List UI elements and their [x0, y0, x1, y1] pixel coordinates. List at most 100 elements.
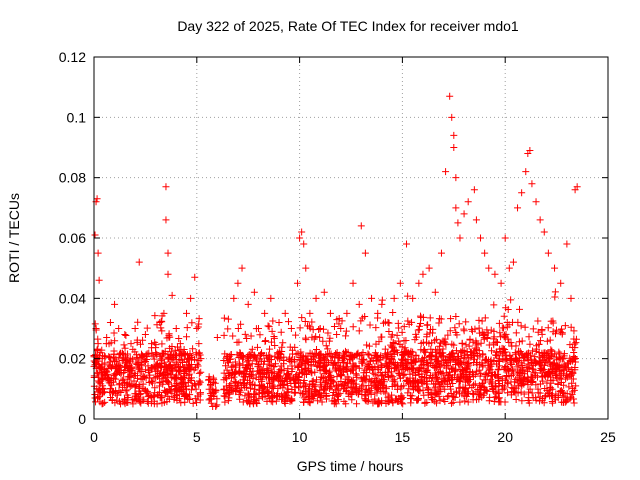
data-point — [281, 398, 289, 406]
data-point — [340, 384, 348, 392]
data-point — [511, 355, 519, 363]
data-point — [91, 231, 99, 239]
data-point — [482, 355, 490, 363]
data-point — [234, 324, 242, 332]
data-point — [205, 396, 213, 404]
data-point — [532, 347, 540, 355]
data-point — [322, 351, 330, 359]
data-point — [175, 334, 183, 342]
data-point — [290, 374, 298, 382]
data-point — [300, 394, 308, 402]
data-point — [492, 393, 500, 401]
data-point — [521, 373, 529, 381]
data-point — [299, 398, 307, 406]
data-point — [437, 351, 445, 359]
data-point — [268, 327, 276, 335]
data-point — [456, 390, 464, 398]
data-point — [569, 384, 577, 392]
data-point — [536, 397, 544, 405]
data-point — [316, 392, 324, 400]
data-point — [213, 334, 221, 342]
data-point — [501, 234, 509, 242]
data-point — [389, 377, 397, 385]
data-point — [220, 331, 228, 339]
data-point — [264, 322, 272, 330]
data-point — [532, 198, 540, 206]
x-tick-label: 25 — [600, 429, 616, 445]
data-point — [436, 397, 444, 405]
data-point — [510, 378, 518, 386]
data-points — [90, 92, 581, 411]
data-point — [107, 393, 115, 401]
data-point — [478, 393, 486, 401]
data-point — [488, 378, 496, 386]
data-point — [514, 379, 522, 387]
data-point — [540, 366, 548, 374]
data-point — [532, 381, 540, 389]
data-point — [185, 354, 193, 362]
data-point — [423, 321, 431, 329]
data-point — [424, 362, 432, 370]
data-point — [289, 350, 297, 358]
data-point — [569, 375, 577, 383]
data-point — [414, 326, 422, 334]
data-point — [446, 354, 454, 362]
data-point — [554, 362, 562, 370]
data-point — [475, 316, 483, 324]
data-point — [567, 393, 575, 401]
data-point — [502, 363, 510, 371]
data-point — [117, 349, 125, 357]
data-point — [94, 249, 102, 257]
data-point — [99, 375, 107, 382]
data-point — [463, 377, 471, 385]
data-point — [393, 331, 401, 339]
data-point — [291, 343, 299, 351]
data-point — [432, 364, 440, 372]
data-point — [121, 379, 129, 387]
data-point — [384, 364, 392, 372]
data-point — [341, 380, 349, 388]
data-point — [340, 354, 348, 362]
data-point — [299, 390, 307, 398]
data-point — [431, 369, 439, 377]
data-point — [544, 324, 552, 332]
data-point — [102, 367, 110, 375]
data-point — [462, 341, 470, 349]
data-point — [241, 383, 249, 391]
data-point — [417, 320, 425, 328]
data-point — [125, 373, 133, 381]
data-point — [308, 318, 316, 326]
data-point — [121, 366, 129, 374]
data-point — [360, 374, 368, 382]
data-point — [497, 333, 505, 341]
data-point — [504, 306, 512, 314]
data-point — [295, 373, 303, 381]
data-point — [229, 362, 237, 370]
data-point — [304, 322, 312, 330]
data-point — [113, 364, 121, 372]
data-point — [397, 359, 405, 367]
data-point — [549, 399, 557, 407]
data-point — [454, 374, 462, 382]
data-point — [224, 388, 232, 396]
data-point — [127, 364, 135, 372]
data-point — [464, 398, 472, 406]
data-point — [562, 397, 570, 405]
data-point — [333, 382, 341, 390]
data-point — [161, 374, 169, 382]
data-point — [497, 279, 505, 287]
data-point — [356, 387, 364, 395]
data-point — [319, 325, 327, 333]
data-point — [424, 321, 432, 329]
data-point — [477, 339, 485, 347]
data-point — [529, 325, 537, 333]
data-point — [398, 328, 406, 336]
data-point — [460, 392, 468, 400]
data-point — [327, 374, 335, 382]
data-point — [432, 346, 440, 354]
data-point — [134, 318, 142, 326]
data-point — [111, 300, 119, 308]
data-point — [121, 331, 129, 339]
data-point — [299, 353, 307, 361]
x-axis-label: GPS time / hours — [297, 458, 404, 474]
